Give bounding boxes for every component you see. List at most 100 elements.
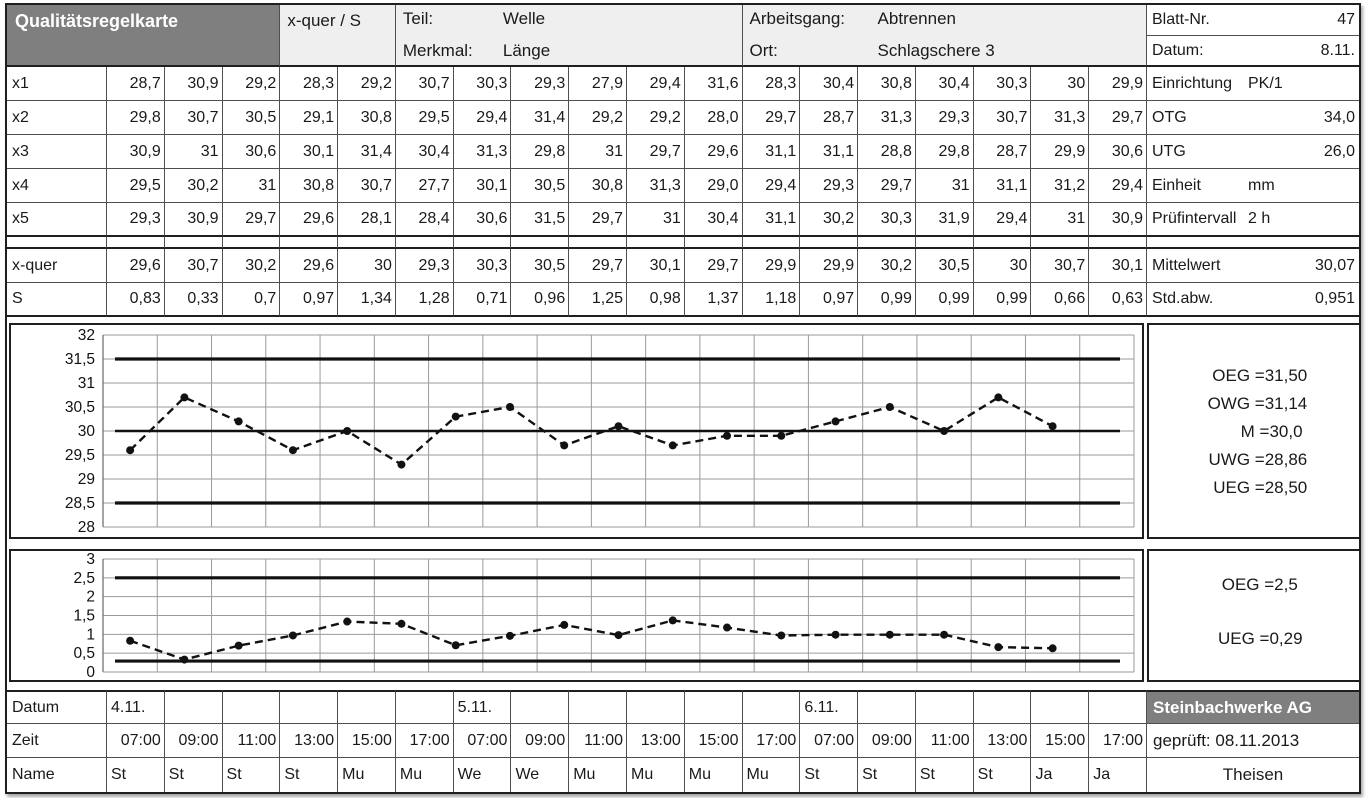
- cell-datum-6: [395, 690, 454, 724]
- part-value: Welle: [502, 9, 546, 28]
- cell-datum-18: [1089, 690, 1147, 724]
- data-point: [343, 427, 352, 435]
- limit-name: UEG =: [1213, 477, 1265, 497]
- cell-x1-18: 29,9: [1089, 67, 1147, 101]
- s-control-chart-svg: 3 2,5 2 1,51 0,5 0: [73, 551, 1135, 680]
- cell-x5-5: 28,1: [338, 203, 396, 237]
- cell-x1-11: 31,6: [684, 67, 743, 101]
- info-label: Einheit: [1152, 176, 1201, 194]
- data-point: [614, 631, 623, 640]
- cell-x2-13: 28,7: [800, 101, 859, 135]
- cell-x3-14: 28,8: [858, 135, 916, 169]
- cell-datum-9: [569, 690, 627, 724]
- cell-x3-1: 30,9: [107, 135, 165, 169]
- data-point: [180, 393, 189, 402]
- info-value: 30,07: [1314, 256, 1355, 274]
- operation-line: Arbeitsgang: Abtrennen: [750, 9, 1139, 29]
- cell-x2-12: 29,7: [742, 101, 801, 135]
- data-point: [451, 412, 460, 421]
- limit-label-row: UEG = 28,50: [1203, 477, 1307, 497]
- row-label-S: S: [7, 283, 107, 317]
- limit-label-row: OEG = 31,50: [1203, 366, 1307, 385]
- cell-zeit-6: 17:00: [395, 724, 454, 758]
- cell-x5-4: 29,6: [280, 203, 339, 237]
- y-tick-label: 32: [78, 327, 95, 344]
- part-block: Teil: Welle Merkmal: Länge: [395, 5, 743, 67]
- characteristic-line: Merkmal: Länge: [403, 41, 735, 61]
- cell-zeit-5: 15:00: [338, 724, 396, 758]
- cell-x4-11: 29,0: [684, 169, 743, 203]
- spacer-cell: [511, 237, 570, 249]
- cell-x4-12: 29,4: [742, 169, 801, 203]
- cell-zeit-3: 11:00: [222, 724, 281, 758]
- cell-x1-3: 29,2: [222, 67, 281, 101]
- spacer-cell: [858, 237, 916, 249]
- spacer-cell: [800, 237, 859, 249]
- spacer-cell: [569, 237, 627, 249]
- cell-x1-8: 29,3: [511, 67, 570, 101]
- cell-name-16: St: [973, 758, 1032, 792]
- cell-datum-16: [973, 690, 1032, 724]
- cell-S-4: 0,97: [280, 283, 339, 317]
- data-point: [831, 417, 840, 426]
- cell-x-quer-18: 30,1: [1089, 249, 1147, 283]
- cell-x1-13: 30,4: [800, 67, 859, 101]
- cell-x4-2: 30,2: [164, 169, 223, 203]
- y-tick-label: 28,5: [65, 495, 95, 512]
- cell-x1-16: 30,3: [973, 67, 1032, 101]
- info-label: UTG: [1152, 142, 1186, 160]
- data-point: [343, 617, 352, 626]
- cell-x5-10: 31: [627, 203, 685, 237]
- cell-S-7: 0,71: [453, 283, 512, 317]
- cell-name-3: St: [222, 758, 281, 792]
- y-tick-label: 28: [78, 519, 95, 536]
- spacer-cell: [222, 237, 281, 249]
- cell-datum-8: [511, 690, 570, 724]
- spacer-cell: [1089, 237, 1147, 249]
- data-point: [940, 427, 949, 435]
- cell-S-8: 0,96: [511, 283, 570, 317]
- cell-zeit-14: 09:00: [858, 724, 916, 758]
- data-point: [668, 616, 677, 625]
- cell-name-14: St: [858, 758, 916, 792]
- sheet-number-cell: Blatt-Nr. 47: [1147, 5, 1359, 36]
- cell-name-11: Mu: [684, 758, 743, 792]
- info-value: 26,0: [1323, 142, 1355, 160]
- cell-S-16: 0,99: [973, 283, 1032, 317]
- cell-x4-17: 31,2: [1031, 169, 1090, 203]
- cell-x2-2: 30,7: [164, 101, 223, 135]
- spacer-cell: [164, 237, 223, 249]
- xbar-control-chart-svg: 32 31,5 31 30,5 30 29,5 29 28,5 28: [65, 327, 1135, 536]
- y-tick-label: 1: [86, 626, 95, 643]
- limit-label-row: M = 30,0: [1207, 422, 1303, 441]
- cell-x1-2: 30,9: [164, 67, 223, 101]
- cell-zeit-13: 07:00: [800, 724, 859, 758]
- data-point: [560, 620, 569, 629]
- info-label: Mittelwert: [1152, 256, 1221, 274]
- cell-zeit-17: 15:00: [1031, 724, 1090, 758]
- cell-x2-6: 29,5: [395, 101, 454, 135]
- cell-x3-2: 31: [164, 135, 223, 169]
- spacer-cell: [742, 237, 801, 249]
- cell-x2-9: 29,2: [569, 101, 627, 135]
- row-label-Datum: Datum: [7, 690, 107, 724]
- cell-x5-17: 31: [1031, 203, 1090, 237]
- cell-datum-7: 5.11.: [453, 690, 512, 724]
- data-point: [288, 446, 297, 455]
- sheet-number-value: 47: [1337, 11, 1355, 28]
- cell-zeit-9: 11:00: [569, 724, 627, 758]
- cell-x5-1: 29,3: [107, 203, 165, 237]
- cell-name-13: St: [800, 758, 859, 792]
- cell-x2-18: 29,7: [1089, 101, 1147, 135]
- limit-name: UWG =: [1208, 449, 1265, 469]
- cell-x4-16: 31,1: [973, 169, 1032, 203]
- s-limit-labels: OEG = 2,5 UEG = 0,29: [1147, 549, 1359, 682]
- cell-x2-3: 30,5: [222, 101, 281, 135]
- limit-value: 28,86: [1264, 449, 1308, 469]
- limit-label-row: OWG = 31,14: [1203, 394, 1308, 413]
- cell-x5-3: 29,7: [222, 203, 281, 237]
- cell-x3-16: 28,7: [973, 135, 1032, 169]
- cell-zeit-15: 11:00: [915, 724, 974, 758]
- cell-name-18: Ja: [1089, 758, 1147, 792]
- part-label: Teil:: [402, 9, 434, 28]
